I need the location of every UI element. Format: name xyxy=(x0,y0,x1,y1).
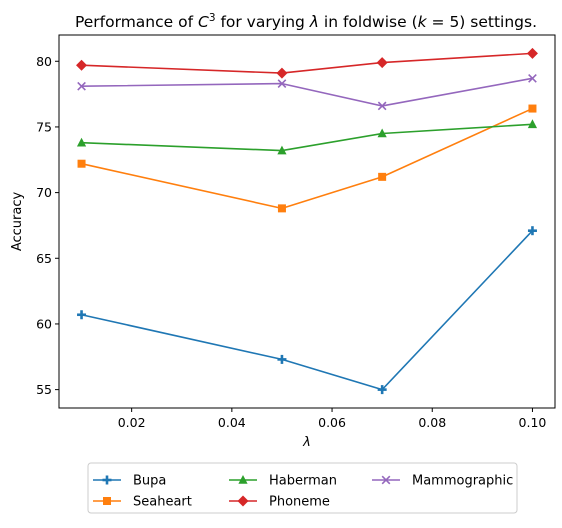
series-line-bupa xyxy=(81,230,534,391)
data-point-phoneme xyxy=(276,67,288,79)
series-haberman xyxy=(76,119,538,155)
title-middle: for varying xyxy=(216,13,310,31)
data-point-haberman xyxy=(277,145,287,155)
data-point-seaheart xyxy=(277,204,286,213)
plot-series-group xyxy=(76,47,538,395)
data-point-bupa xyxy=(377,385,387,395)
data-point-phoneme xyxy=(526,47,538,59)
data-point-mammographic xyxy=(377,101,387,111)
legend-entry-seaheart: Seaheart xyxy=(93,495,192,510)
legend-marker-seaheart xyxy=(103,497,111,505)
series-phoneme xyxy=(76,47,538,79)
legend-marker-bupa xyxy=(102,475,112,485)
title-lambda: λ xyxy=(309,13,319,31)
legend-marker-mammographic xyxy=(381,475,391,485)
data-point-haberman xyxy=(527,119,538,129)
x-axis-label: λ xyxy=(302,435,311,450)
data-point-seaheart xyxy=(528,104,537,113)
title-prefix: Performance of xyxy=(75,13,198,31)
data-point-seaheart xyxy=(77,159,86,168)
data-point-bupa xyxy=(277,354,287,364)
series-line-haberman xyxy=(81,123,533,152)
x-tick-label: 0.06 xyxy=(318,415,346,430)
y-axis-ticks: 55 60 65 70 75 80 xyxy=(36,54,59,397)
y-tick-label: 75 xyxy=(36,119,52,134)
series-line-seaheart xyxy=(81,107,533,210)
title-variable: C xyxy=(198,13,209,31)
x-tick-label: 0.10 xyxy=(519,415,547,430)
legend-entry-haberman: Haberman xyxy=(229,474,337,489)
chart-legend: Bupa Seaheart Haberman Phoneme Mammographic xyxy=(87,462,518,514)
legend-label-bupa: Bupa xyxy=(133,474,166,489)
legend-items: Bupa Seaheart Haberman Phoneme Mammographic xyxy=(93,474,513,510)
y-tick-label: 60 xyxy=(36,316,52,331)
title-suffix: = 5) settings. xyxy=(427,13,537,31)
series-bupa xyxy=(77,226,537,395)
data-point-bupa xyxy=(77,310,87,320)
data-point-phoneme xyxy=(76,59,88,71)
legend-box xyxy=(87,462,518,514)
data-point-haberman xyxy=(76,137,87,147)
x-tick-label: 0.08 xyxy=(418,415,446,430)
legend-entry-phoneme: Phoneme xyxy=(229,495,330,510)
data-point-mammographic xyxy=(528,73,537,83)
x-tick-label: 0.02 xyxy=(118,415,146,430)
series-line-phoneme xyxy=(81,52,533,74)
legend-label-haberman: Haberman xyxy=(269,474,337,489)
legend-entry-mammographic: Mammographic xyxy=(372,474,513,489)
chart-title: Performance of C3 for varying λ in foldw… xyxy=(75,12,537,31)
chart-title-group: Performance of C3 for varying λ in foldw… xyxy=(75,12,537,31)
data-point-mammographic xyxy=(77,81,86,91)
series-seaheart xyxy=(77,104,537,213)
legend-entry-bupa: Bupa xyxy=(93,474,166,489)
data-point-haberman xyxy=(377,128,387,138)
data-point-bupa xyxy=(527,226,537,236)
legend-marker-phoneme xyxy=(237,495,249,507)
y-axis-label: Accuracy xyxy=(10,192,25,252)
legend-label-seaheart: Seaheart xyxy=(133,495,192,510)
data-point-seaheart xyxy=(378,172,387,181)
x-axis-ticks: 0.02 0.04 0.06 0.08 0.10 xyxy=(118,408,547,430)
plot-area-frame xyxy=(58,34,556,409)
y-tick-label: 55 xyxy=(36,382,52,397)
series-mammographic xyxy=(77,73,537,111)
title-k: k xyxy=(418,13,428,31)
legend-marker-haberman xyxy=(238,475,248,484)
data-point-mammographic xyxy=(277,79,287,88)
title-superscript: 3 xyxy=(209,12,216,24)
x-tick-label: 0.04 xyxy=(218,415,246,430)
y-tick-label: 65 xyxy=(36,251,52,266)
y-tick-label: 70 xyxy=(36,185,52,200)
data-point-phoneme xyxy=(376,57,388,69)
series-line-mammographic xyxy=(81,77,533,107)
legend-label-mammographic: Mammographic xyxy=(412,474,513,489)
legend-label-phoneme: Phoneme xyxy=(269,495,330,510)
title-infix: in foldwise ( xyxy=(319,13,418,31)
y-tick-label: 80 xyxy=(36,54,52,69)
